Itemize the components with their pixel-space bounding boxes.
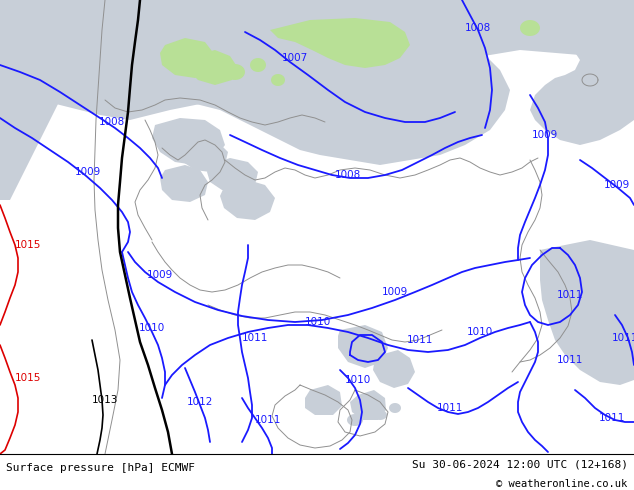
Text: 1008: 1008	[465, 23, 491, 33]
Polygon shape	[271, 74, 285, 86]
Text: © weatheronline.co.uk: © weatheronline.co.uk	[496, 479, 628, 489]
Text: 1015: 1015	[15, 373, 41, 383]
Text: 1008: 1008	[335, 170, 361, 180]
Polygon shape	[540, 240, 634, 385]
Text: 1009: 1009	[604, 180, 630, 190]
Polygon shape	[160, 38, 215, 78]
Text: 1011: 1011	[407, 335, 433, 345]
Polygon shape	[188, 50, 238, 85]
Polygon shape	[373, 410, 387, 420]
Text: 1010: 1010	[305, 317, 331, 327]
Text: Su 30-06-2024 12:00 UTC (12+168): Su 30-06-2024 12:00 UTC (12+168)	[411, 459, 628, 469]
Polygon shape	[305, 385, 342, 415]
Polygon shape	[350, 390, 386, 420]
Polygon shape	[270, 18, 410, 68]
Text: 1011: 1011	[598, 413, 625, 423]
Polygon shape	[373, 350, 415, 388]
Text: 1011: 1011	[557, 355, 583, 365]
Text: 1009: 1009	[75, 167, 101, 177]
Polygon shape	[0, 0, 634, 120]
Polygon shape	[183, 140, 228, 172]
Text: 1010: 1010	[345, 375, 371, 385]
Text: 1011: 1011	[242, 333, 268, 343]
Text: 1009: 1009	[147, 270, 173, 280]
Text: 1010: 1010	[467, 327, 493, 337]
Text: 1010: 1010	[139, 323, 165, 333]
Polygon shape	[207, 158, 258, 192]
Polygon shape	[250, 58, 266, 72]
Polygon shape	[586, 20, 610, 40]
Polygon shape	[220, 180, 275, 220]
Polygon shape	[347, 414, 363, 426]
Text: 1009: 1009	[382, 287, 408, 297]
Text: 1011: 1011	[557, 290, 583, 300]
Polygon shape	[310, 10, 480, 105]
Text: 1015: 1015	[15, 240, 41, 250]
Polygon shape	[0, 0, 120, 200]
Polygon shape	[148, 10, 510, 165]
Polygon shape	[152, 118, 225, 165]
Text: 1013: 1013	[92, 395, 118, 405]
Text: Surface pressure [hPa] ECMWF: Surface pressure [hPa] ECMWF	[6, 464, 195, 473]
Polygon shape	[558, 278, 615, 320]
Polygon shape	[520, 20, 540, 36]
Text: 1008: 1008	[99, 117, 125, 127]
Text: 1011: 1011	[255, 415, 281, 425]
Polygon shape	[338, 325, 388, 368]
Polygon shape	[500, 0, 634, 145]
Text: 1007: 1007	[282, 53, 308, 63]
Polygon shape	[225, 64, 245, 80]
Text: 1009: 1009	[532, 130, 558, 140]
Text: 1011: 1011	[437, 403, 463, 413]
Text: 1012: 1012	[187, 397, 213, 407]
Polygon shape	[160, 165, 208, 202]
Polygon shape	[389, 403, 401, 413]
Text: 1011: 1011	[612, 333, 634, 343]
